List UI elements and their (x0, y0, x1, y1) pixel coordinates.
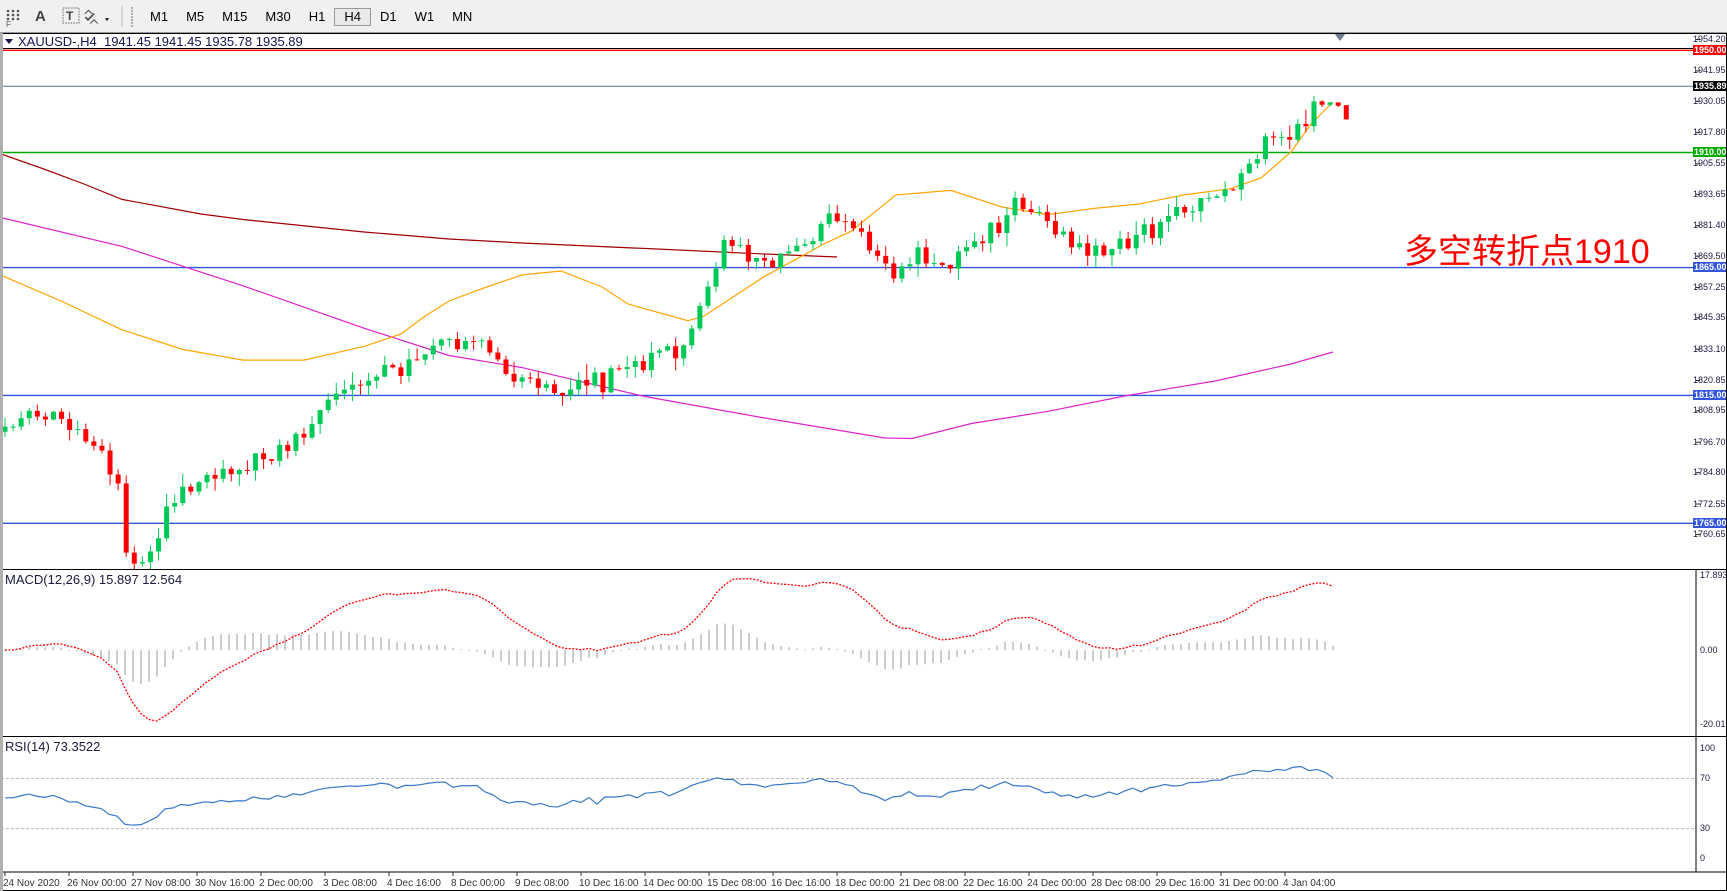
svg-text:A: A (35, 8, 46, 25)
svg-text:T: T (66, 9, 74, 23)
svg-text:F: F (6, 20, 11, 29)
